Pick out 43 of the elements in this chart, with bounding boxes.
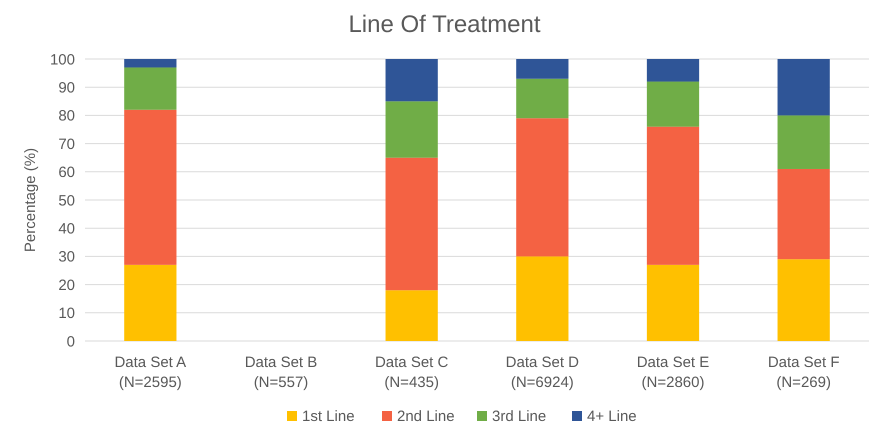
legend-label: 1st Line	[302, 408, 355, 425]
bar	[646, 82, 700, 127]
bar	[646, 126, 700, 265]
chart-title: Line Of Treatment	[348, 11, 541, 38]
y-tick-label: 20	[58, 276, 75, 294]
bar	[124, 67, 176, 110]
bar	[516, 118, 568, 256]
y-tick-label: 90	[58, 79, 75, 96]
y-tick-label: 0	[66, 333, 75, 350]
y-tick-label: 10	[58, 305, 75, 322]
bar	[516, 256, 568, 341]
bar	[646, 59, 700, 82]
bar	[386, 101, 438, 158]
y-tick-label: 50	[58, 192, 75, 210]
bar	[124, 110, 176, 265]
x-tick-label: Data Set C (N=435)	[374, 354, 449, 391]
bar	[386, 158, 438, 290]
bar	[386, 59, 438, 102]
bar	[778, 59, 830, 116]
x-tick-label: Data Set A (N=2595)	[114, 354, 186, 391]
bar	[386, 290, 438, 341]
x-tick-label: Data Set D (N=6924)	[506, 354, 580, 391]
bar	[124, 264, 176, 341]
bar	[778, 259, 830, 341]
legend-label: 3rd Line	[492, 408, 546, 425]
x-tick-label: Data Set E (N=2860)	[636, 354, 710, 391]
bar	[516, 78, 568, 118]
y-axis-title: Percentage (%)	[22, 148, 39, 252]
y-tick-label: 100	[50, 51, 75, 68]
bar	[646, 264, 700, 341]
bar	[516, 59, 568, 79]
y-tick-label: 60	[58, 164, 75, 182]
y-tick-label: 30	[58, 248, 75, 266]
y-tick-label: 70	[58, 136, 75, 153]
bar	[778, 168, 830, 260]
y-tick-label: 40	[58, 220, 75, 238]
y-tick-label: 80	[58, 108, 75, 125]
bar	[778, 115, 830, 169]
x-tick-label: Data Set B (N=557)	[244, 354, 318, 391]
x-tick-label: Data Set F (N=269)	[768, 354, 840, 391]
legend-label: 4+ Line	[587, 408, 637, 425]
legend-label: 2nd Line	[397, 408, 455, 425]
bar	[124, 59, 176, 68]
